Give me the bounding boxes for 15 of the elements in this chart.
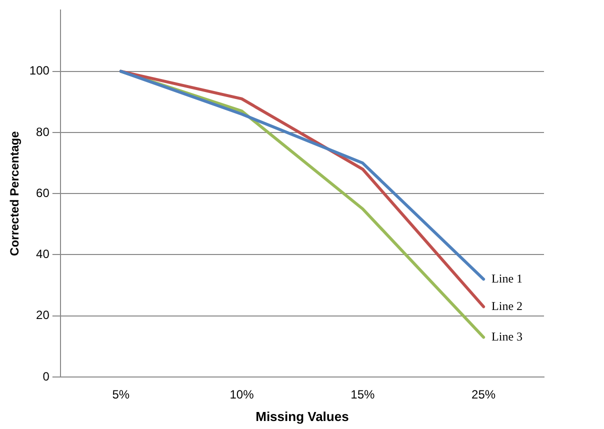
x-tick-label: 15% bbox=[350, 388, 375, 402]
x-axis-title: Missing Values bbox=[256, 408, 349, 424]
y-tick-label: 100 bbox=[29, 64, 50, 78]
y-tick-label: 60 bbox=[36, 186, 50, 200]
y-tick-label: 0 bbox=[42, 369, 50, 384]
series-label: Line 2 bbox=[492, 298, 523, 313]
x-tick-label: 25% bbox=[472, 388, 496, 402]
y-axis-title: Corrected Percentage bbox=[8, 130, 22, 256]
series-label: Line 3 bbox=[492, 329, 523, 344]
y-tick-label: 80 bbox=[36, 124, 50, 139]
x-tick-label: 10% bbox=[230, 388, 254, 402]
series-label: Line 1 bbox=[492, 271, 523, 286]
x-tick-label: 5% bbox=[112, 388, 130, 402]
y-tick-label: 40 bbox=[36, 247, 50, 262]
y-tick-label: 20 bbox=[36, 308, 50, 322]
